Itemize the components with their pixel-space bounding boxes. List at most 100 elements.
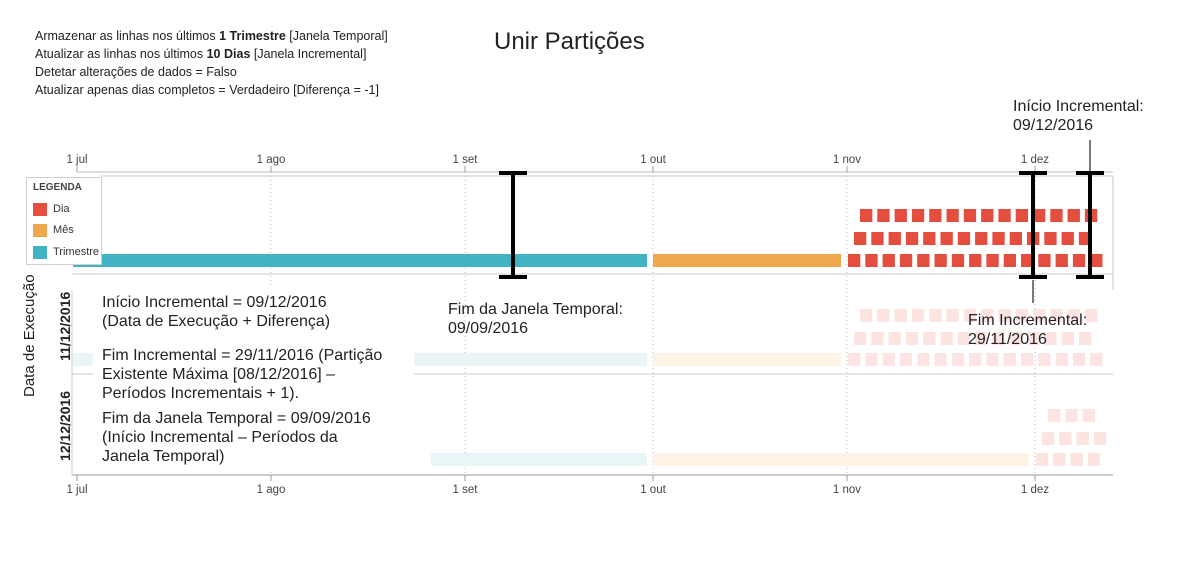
- note-line: Fim da Janela Temporal = 09/09/2016: [102, 410, 371, 427]
- bottom-tick-label: 1 dez: [1021, 484, 1049, 496]
- day-block: [1076, 432, 1089, 445]
- note-line: Início Incremental = 09/12/2016: [102, 294, 327, 311]
- day-block: [934, 353, 947, 366]
- day-block: [899, 353, 913, 366]
- day-block: [1027, 332, 1040, 345]
- day-block: [860, 309, 873, 322]
- day-block: [1090, 353, 1103, 366]
- day-block: [1078, 332, 1092, 345]
- top-tick-label: 1 dez: [1021, 154, 1049, 166]
- day-block: [969, 254, 982, 267]
- day-block: [981, 209, 994, 222]
- day-block: [905, 232, 919, 245]
- day-block: [957, 332, 971, 345]
- day-block: [1090, 254, 1103, 267]
- note-line: (Início Incremental – Períodos da: [102, 429, 338, 446]
- day-block: [888, 332, 901, 345]
- day-block: [1033, 209, 1046, 222]
- day-block: [917, 254, 930, 267]
- day-block: [1021, 254, 1034, 267]
- note-line: Fim Incremental = 29/11/2016 (Partição: [102, 347, 383, 364]
- legend-item-quarter: Trimestre: [33, 245, 99, 259]
- day-block: [957, 232, 971, 245]
- day-block: [917, 353, 930, 366]
- day-block: [1067, 209, 1080, 222]
- day-block: [860, 209, 873, 222]
- window-brackets: [499, 171, 1104, 279]
- day-block: [929, 209, 942, 222]
- day-block: [1055, 254, 1068, 267]
- day-block: [1050, 209, 1063, 222]
- day-block: [877, 209, 890, 222]
- day-block: [894, 309, 907, 322]
- day-block: [1070, 453, 1083, 466]
- day-block: [1044, 332, 1057, 345]
- bottom-tick-label: 1 jul: [66, 484, 87, 496]
- quarter-bar-faded-2: [431, 453, 647, 466]
- day-block: [1048, 409, 1061, 422]
- day-block: [1038, 353, 1051, 366]
- y-axis-label: Data de Execução: [21, 274, 38, 397]
- day-block: [1038, 254, 1051, 267]
- day-block: [1067, 309, 1080, 322]
- day-block: [963, 309, 977, 322]
- day-block: [1003, 353, 1016, 366]
- setting-line: Atualizar as linhas nos últimos 10 Dias …: [35, 47, 367, 61]
- day-block: [986, 254, 999, 267]
- note-window-end: Fim da Janela Temporal = 09/09/2016 (Iní…: [102, 409, 371, 466]
- top-tick-label: 1 jul: [66, 154, 87, 166]
- day-block: [848, 254, 861, 267]
- legend-item-day: Dia: [33, 202, 70, 216]
- note-line: Existente Máxima [08/12/2016] –: [102, 366, 336, 383]
- day-block: [911, 309, 925, 322]
- day-bars-faded: [848, 309, 1107, 466]
- day-block: [1072, 254, 1086, 267]
- day-block: [946, 309, 959, 322]
- setting-line: Atualizar apenas dias completos = Verdad…: [35, 83, 379, 97]
- day-bars-active: [848, 209, 1103, 267]
- quarter-bar: [73, 254, 647, 267]
- day-block: [986, 353, 999, 366]
- legend: LEGENDA Dia Mês Trimestre: [26, 177, 102, 265]
- day-block: [1065, 409, 1078, 422]
- day-block: [975, 332, 988, 345]
- formula-notes: Início Incremental = 09/12/2016 (Data de…: [93, 287, 414, 469]
- day-block: [969, 353, 982, 366]
- day-block: [1087, 453, 1101, 466]
- legend-swatch: [33, 223, 47, 237]
- bottom-tick-label: 1 out: [640, 484, 666, 496]
- month-bar: [653, 254, 841, 267]
- callout-line: Fim Incremental:: [968, 312, 1088, 329]
- day-block: [1050, 309, 1063, 322]
- day-block: [1009, 332, 1022, 345]
- callout-window-end: Fim da Janela Temporal: 09/09/2016: [448, 300, 623, 338]
- setting-line: Detetar alterações de dados = Falso: [35, 65, 237, 79]
- diagram-title: Unir Partições: [494, 28, 645, 55]
- day-block: [946, 209, 959, 222]
- top-tick-label: 1 set: [453, 154, 479, 166]
- note-incremental-end: Fim Incremental = 29/11/2016 (Partição E…: [102, 346, 382, 403]
- legend-item-month: Mês: [33, 223, 74, 237]
- callout-line: 09/09/2016: [448, 320, 529, 337]
- top-tick-label: 1 out: [640, 154, 666, 166]
- day-block: [1044, 232, 1057, 245]
- day-block: [1061, 232, 1074, 245]
- day-block: [882, 254, 895, 267]
- row-label-2: 12/12/2016: [57, 390, 73, 461]
- day-block: [1084, 309, 1098, 322]
- legend-swatch: [33, 245, 47, 259]
- legend-title: LEGENDA: [33, 182, 82, 193]
- day-block: [865, 353, 878, 366]
- day-block: [1053, 453, 1066, 466]
- day-block: [1009, 232, 1022, 245]
- month-bar-faded: [653, 353, 841, 366]
- day-block: [888, 232, 901, 245]
- day-block: [975, 232, 988, 245]
- callout-line: 09/12/2016: [1013, 117, 1094, 134]
- month-bar-faded-2: [653, 453, 1029, 466]
- day-block: [899, 254, 913, 267]
- day-block: [905, 332, 919, 345]
- day-block: [1059, 432, 1072, 445]
- day-block: [894, 209, 907, 222]
- bottom-tick-label: 1 ago: [257, 484, 286, 496]
